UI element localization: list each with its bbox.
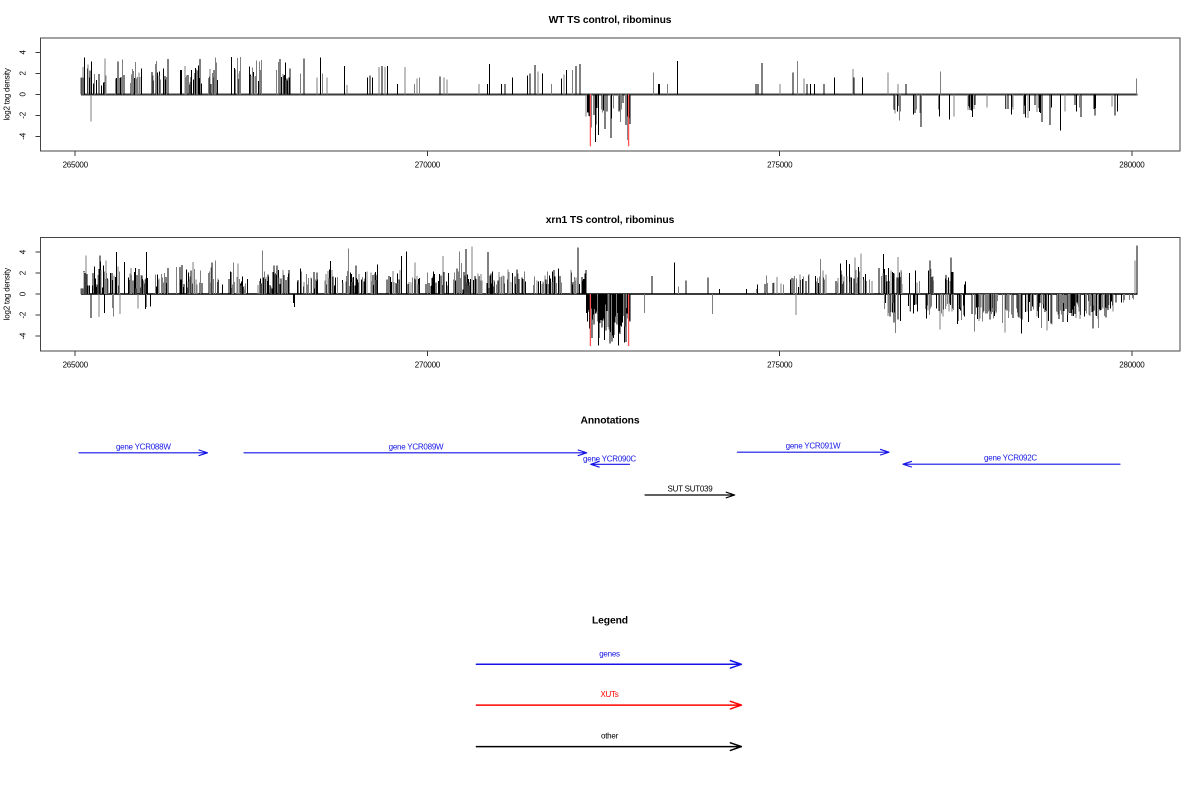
svg-text:gene YCR091W: gene YCR091W <box>786 442 841 451</box>
svg-text:genes: genes <box>599 649 620 658</box>
svg-text:gene YCR089W: gene YCR089W <box>389 442 444 451</box>
svg-text:265000: 265000 <box>63 161 89 170</box>
svg-text:-4: -4 <box>19 332 28 339</box>
svg-text:Annotations: Annotations <box>581 415 640 426</box>
svg-text:gene YCR090C: gene YCR090C <box>583 455 636 464</box>
svg-text:gene YCR088W: gene YCR088W <box>116 442 171 451</box>
svg-text:4: 4 <box>19 50 28 55</box>
svg-text:-2: -2 <box>19 111 28 118</box>
svg-text:other: other <box>601 732 619 741</box>
svg-text:XUTs: XUTs <box>600 690 618 699</box>
svg-text:-4: -4 <box>19 132 28 139</box>
svg-text:gene YCR092C: gene YCR092C <box>984 454 1037 463</box>
svg-text:0: 0 <box>19 92 28 97</box>
svg-text:275000: 275000 <box>767 161 793 170</box>
svg-text:-2: -2 <box>19 311 28 318</box>
svg-text:xrn1 TS control, ribominus: xrn1 TS control, ribominus <box>546 215 675 226</box>
svg-text:2: 2 <box>19 270 28 275</box>
svg-text:280000: 280000 <box>1119 361 1145 370</box>
svg-text:270000: 270000 <box>415 161 441 170</box>
svg-text:SUT SUT039: SUT SUT039 <box>668 485 714 494</box>
svg-text:log2 tag density: log2 tag density <box>3 68 12 120</box>
svg-text:270000: 270000 <box>415 361 441 370</box>
svg-text:log2 tag density: log2 tag density <box>3 268 12 320</box>
svg-text:275000: 275000 <box>767 361 793 370</box>
svg-text:280000: 280000 <box>1119 161 1145 170</box>
svg-text:WT TS control, ribominus: WT TS control, ribominus <box>549 15 672 26</box>
svg-text:4: 4 <box>19 249 28 254</box>
svg-text:0: 0 <box>19 291 28 296</box>
svg-text:2: 2 <box>19 71 28 76</box>
svg-text:265000: 265000 <box>63 361 89 370</box>
svg-text:Legend: Legend <box>592 615 628 626</box>
